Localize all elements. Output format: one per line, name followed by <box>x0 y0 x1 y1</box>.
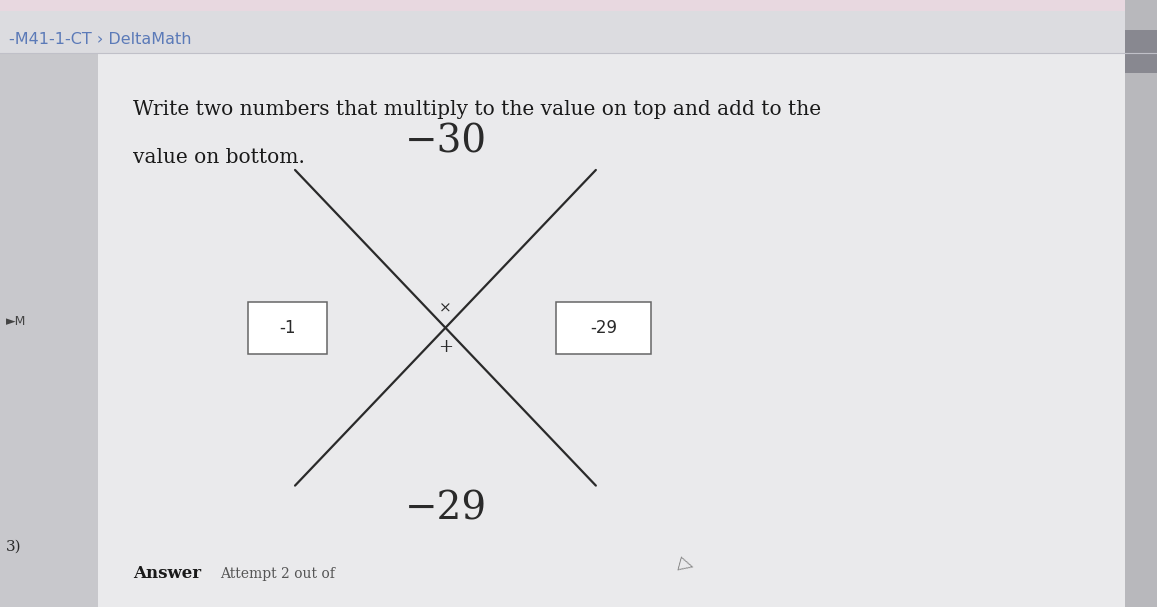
Text: +: + <box>439 337 452 356</box>
Text: value on bottom.: value on bottom. <box>133 148 305 168</box>
Text: ►M: ►M <box>6 315 27 328</box>
Text: −30: −30 <box>405 123 486 160</box>
Text: Attempt 2 out of: Attempt 2 out of <box>220 566 334 581</box>
Text: Write two numbers that multiply to the value on top and add to the: Write two numbers that multiply to the v… <box>133 100 821 119</box>
Bar <box>1125 30 1157 73</box>
Text: ▷: ▷ <box>677 554 695 575</box>
FancyBboxPatch shape <box>557 302 651 353</box>
Text: -29: -29 <box>590 319 617 337</box>
Text: -1: -1 <box>279 319 296 337</box>
Text: 3): 3) <box>6 539 22 554</box>
FancyBboxPatch shape <box>249 302 326 353</box>
Text: -M41-1-CT › DeltaMath: -M41-1-CT › DeltaMath <box>9 32 192 47</box>
Bar <box>0 0 1157 11</box>
Bar <box>98 53 1125 607</box>
Bar <box>0 53 98 607</box>
Bar <box>0 11 1157 53</box>
Text: ×: × <box>439 302 452 316</box>
Text: Answer: Answer <box>133 565 201 582</box>
Bar <box>1125 0 1157 607</box>
Text: −29: −29 <box>405 491 486 527</box>
